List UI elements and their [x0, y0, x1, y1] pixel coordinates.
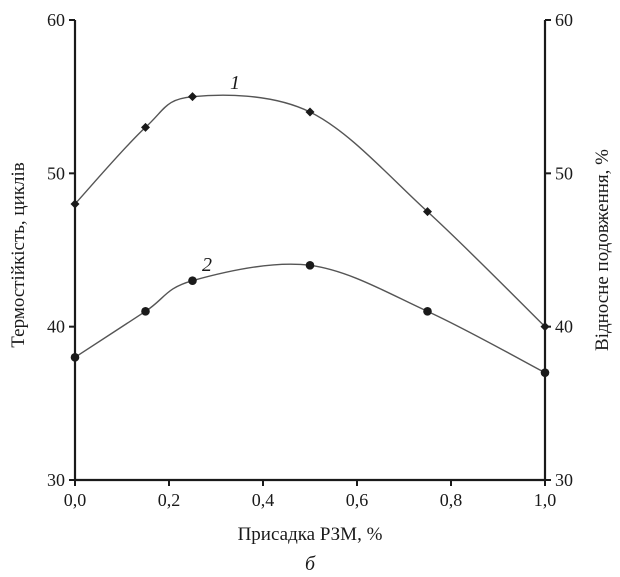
- y-left-axis-title: Термостійкість, циклів: [8, 162, 29, 347]
- plot-area: [69, 19, 551, 486]
- y-right-tick-label: 40: [555, 317, 573, 337]
- series-label-2: 2: [202, 254, 212, 276]
- series-1-point: [540, 322, 550, 332]
- figure-caption: б: [305, 553, 316, 575]
- x-axis-title: Присадка РЗМ, %: [238, 524, 383, 545]
- tick-marks: [69, 19, 551, 486]
- series-1-point: [423, 207, 432, 217]
- y-right-axis-title: Відносне подовження, %: [592, 149, 613, 351]
- series-2-point: [305, 261, 315, 270]
- series-2-point: [423, 307, 432, 316]
- x-tick-label: 0,8: [440, 490, 463, 510]
- series-2-point: [70, 353, 80, 362]
- y-right-tick-label: 30: [555, 470, 573, 490]
- y-right-tick-label: 50: [555, 163, 573, 183]
- y-right-tick-labels: 30 40 50 60: [555, 10, 573, 490]
- series-1-point: [305, 107, 315, 117]
- y-right-tick-label: 60: [555, 10, 573, 30]
- series-1-point: [70, 199, 80, 209]
- series-1-point: [188, 92, 197, 102]
- x-tick-label: 0,6: [346, 490, 369, 510]
- y-left-tick-label: 30: [47, 470, 65, 490]
- series-2-point: [188, 276, 197, 285]
- x-tick-label: 0,2: [158, 490, 181, 510]
- y-left-tick-label: 60: [47, 10, 65, 30]
- series-1-point: [141, 122, 150, 132]
- curves: [74, 94, 546, 374]
- x-tick-labels: 0,0 0,2 0,4 0,6 0,8 1,0: [64, 490, 557, 510]
- series-2-line: [74, 263, 546, 374]
- series-2-point: [540, 368, 550, 377]
- y-left-tick-label: 40: [47, 317, 65, 337]
- series-1-line: [74, 94, 546, 328]
- series-2-point: [141, 307, 150, 316]
- x-tick-label: 0,4: [252, 490, 275, 510]
- x-tick-label: 0,0: [64, 490, 87, 510]
- markers: [70, 92, 550, 377]
- x-tick-label: 1,0: [534, 490, 557, 510]
- y-left-tick-label: 50: [47, 163, 65, 183]
- y-left-tick-labels: 30 40 50 60: [47, 10, 65, 490]
- series-label-1: 1: [230, 72, 240, 94]
